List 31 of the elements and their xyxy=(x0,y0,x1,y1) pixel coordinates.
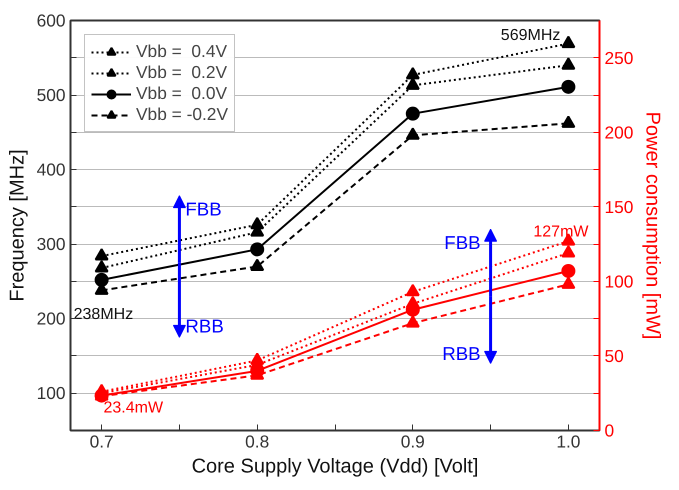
x-tick-label: 1.0 xyxy=(556,432,580,452)
x-axis-title: Core Supply Voltage (Vdd) [Volt] xyxy=(192,456,478,478)
y-axis-title: Frequency [MHz] xyxy=(6,149,29,302)
y-tick-label: 300 xyxy=(36,234,66,254)
y-tick-label: 100 xyxy=(36,383,66,404)
legend-label: Vbb = 0.4V xyxy=(136,41,228,62)
y2-tick-label: 250 xyxy=(604,48,634,68)
y2-tick-label: 200 xyxy=(604,122,634,142)
annotation: FBB xyxy=(185,198,222,220)
annotation: 23.4mW xyxy=(104,400,164,416)
annotation: 238MHz xyxy=(74,306,134,323)
y-tick-label: 400 xyxy=(36,160,66,180)
y-tick-label: 200 xyxy=(36,308,66,329)
annotation: 569MHz xyxy=(500,27,560,44)
y2-axis-title: Power consumption [mW] xyxy=(641,112,664,340)
y2-tick-label: 100 xyxy=(604,271,634,292)
y2-tick-label: 150 xyxy=(604,196,634,217)
annotation: FBB xyxy=(444,232,481,254)
legend-label: Vbb = -0.2V xyxy=(136,104,228,125)
y2-tick-label: 50 xyxy=(604,346,624,366)
x-tick-label: 0.9 xyxy=(400,432,425,452)
annotation: RBB xyxy=(442,342,481,364)
y-tick-label: 500 xyxy=(36,85,66,106)
legend-label: Vbb = 0.2V xyxy=(136,62,228,83)
legend-label: Vbb = 0.0V xyxy=(136,83,228,104)
y2-tick-label: 0 xyxy=(604,420,614,440)
annotation: RBB xyxy=(185,316,224,337)
annotation: 127mW xyxy=(533,224,590,240)
y-tick-label: 600 xyxy=(36,10,66,30)
x-tick-label: 0.7 xyxy=(90,432,114,452)
x-tick-label: 0.8 xyxy=(245,432,270,452)
